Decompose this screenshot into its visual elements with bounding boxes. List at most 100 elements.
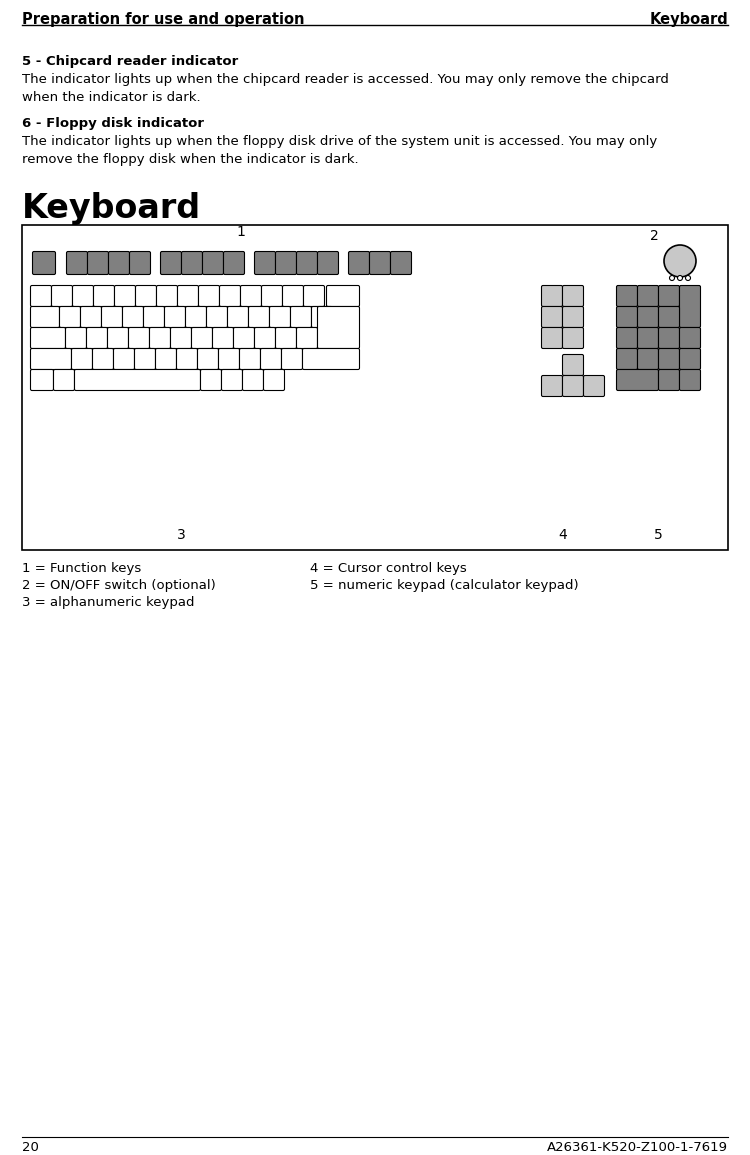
FancyBboxPatch shape	[178, 285, 199, 306]
Text: 3 = alphanumeric keypad: 3 = alphanumeric keypad	[22, 596, 194, 609]
FancyBboxPatch shape	[115, 285, 136, 306]
FancyBboxPatch shape	[263, 370, 284, 390]
FancyBboxPatch shape	[680, 370, 700, 390]
FancyBboxPatch shape	[176, 349, 197, 370]
Text: 3: 3	[177, 528, 185, 542]
FancyBboxPatch shape	[275, 252, 296, 275]
Text: 5 - Chipcard reader indicator: 5 - Chipcard reader indicator	[22, 55, 238, 68]
FancyBboxPatch shape	[134, 349, 155, 370]
FancyBboxPatch shape	[157, 285, 178, 306]
Text: Keyboard: Keyboard	[22, 192, 201, 225]
FancyBboxPatch shape	[658, 370, 680, 390]
Text: The indicator lights up when the chipcard reader is accessed. You may only remov: The indicator lights up when the chipcar…	[22, 73, 669, 104]
FancyBboxPatch shape	[170, 328, 191, 349]
FancyBboxPatch shape	[206, 306, 227, 328]
FancyBboxPatch shape	[149, 328, 170, 349]
FancyBboxPatch shape	[233, 328, 254, 349]
FancyBboxPatch shape	[191, 328, 212, 349]
FancyBboxPatch shape	[221, 370, 242, 390]
FancyBboxPatch shape	[616, 349, 638, 370]
FancyBboxPatch shape	[616, 328, 638, 349]
FancyBboxPatch shape	[317, 252, 338, 275]
FancyBboxPatch shape	[227, 306, 248, 328]
FancyBboxPatch shape	[562, 285, 584, 306]
Text: 2 = ON/OFF switch (optional): 2 = ON/OFF switch (optional)	[22, 579, 216, 593]
FancyBboxPatch shape	[199, 285, 220, 306]
FancyBboxPatch shape	[31, 306, 59, 328]
FancyBboxPatch shape	[260, 349, 281, 370]
Text: A26361-K520-Z100-1-7619: A26361-K520-Z100-1-7619	[547, 1141, 728, 1154]
FancyBboxPatch shape	[92, 349, 113, 370]
Text: 4: 4	[558, 528, 567, 542]
FancyBboxPatch shape	[73, 285, 94, 306]
FancyBboxPatch shape	[562, 306, 584, 328]
FancyBboxPatch shape	[254, 328, 275, 349]
FancyBboxPatch shape	[31, 349, 71, 370]
FancyBboxPatch shape	[74, 370, 200, 390]
FancyBboxPatch shape	[680, 349, 700, 370]
FancyBboxPatch shape	[296, 328, 317, 349]
FancyBboxPatch shape	[128, 328, 149, 349]
Text: 6 - Floppy disk indicator: 6 - Floppy disk indicator	[22, 117, 204, 131]
Text: 20: 20	[22, 1141, 39, 1154]
Text: The indicator lights up when the floppy disk drive of the system unit is accesse: The indicator lights up when the floppy …	[22, 135, 657, 166]
FancyBboxPatch shape	[59, 306, 80, 328]
FancyBboxPatch shape	[197, 349, 218, 370]
FancyBboxPatch shape	[638, 328, 658, 349]
FancyBboxPatch shape	[32, 252, 56, 275]
FancyBboxPatch shape	[391, 252, 412, 275]
FancyBboxPatch shape	[311, 306, 332, 328]
FancyBboxPatch shape	[304, 285, 325, 306]
FancyBboxPatch shape	[658, 306, 680, 328]
Text: 5: 5	[654, 528, 663, 542]
FancyBboxPatch shape	[185, 306, 206, 328]
FancyBboxPatch shape	[101, 306, 122, 328]
FancyBboxPatch shape	[269, 306, 290, 328]
FancyBboxPatch shape	[290, 306, 311, 328]
FancyBboxPatch shape	[326, 285, 359, 306]
FancyBboxPatch shape	[302, 349, 359, 370]
FancyBboxPatch shape	[143, 306, 164, 328]
FancyBboxPatch shape	[562, 375, 584, 396]
FancyBboxPatch shape	[562, 328, 584, 349]
FancyBboxPatch shape	[200, 370, 221, 390]
FancyBboxPatch shape	[584, 375, 604, 396]
FancyBboxPatch shape	[262, 285, 283, 306]
Circle shape	[664, 245, 696, 277]
FancyBboxPatch shape	[53, 370, 74, 390]
FancyBboxPatch shape	[542, 285, 562, 306]
FancyBboxPatch shape	[248, 306, 269, 328]
FancyBboxPatch shape	[317, 306, 359, 349]
FancyBboxPatch shape	[296, 252, 317, 275]
FancyBboxPatch shape	[109, 252, 130, 275]
Text: 5 = numeric keypad (calculator keypad): 5 = numeric keypad (calculator keypad)	[310, 579, 579, 593]
Circle shape	[686, 276, 691, 281]
FancyBboxPatch shape	[281, 349, 302, 370]
Circle shape	[670, 276, 674, 281]
FancyBboxPatch shape	[638, 306, 658, 328]
FancyBboxPatch shape	[107, 328, 128, 349]
FancyBboxPatch shape	[242, 370, 263, 390]
FancyBboxPatch shape	[562, 355, 584, 375]
FancyBboxPatch shape	[164, 306, 185, 328]
FancyBboxPatch shape	[680, 285, 700, 328]
FancyBboxPatch shape	[52, 285, 73, 306]
FancyBboxPatch shape	[88, 252, 109, 275]
FancyBboxPatch shape	[71, 349, 92, 370]
FancyBboxPatch shape	[658, 349, 680, 370]
Text: 2: 2	[650, 229, 659, 243]
FancyBboxPatch shape	[31, 370, 53, 390]
FancyBboxPatch shape	[31, 328, 65, 349]
Text: Keyboard: Keyboard	[650, 12, 728, 27]
FancyBboxPatch shape	[283, 285, 304, 306]
FancyBboxPatch shape	[202, 252, 223, 275]
FancyBboxPatch shape	[224, 252, 245, 275]
FancyBboxPatch shape	[239, 349, 260, 370]
FancyBboxPatch shape	[31, 285, 52, 306]
FancyBboxPatch shape	[122, 306, 143, 328]
FancyBboxPatch shape	[616, 285, 638, 306]
Text: 1 = Function keys: 1 = Function keys	[22, 562, 141, 575]
FancyBboxPatch shape	[67, 252, 88, 275]
FancyBboxPatch shape	[349, 252, 370, 275]
FancyBboxPatch shape	[658, 285, 680, 306]
